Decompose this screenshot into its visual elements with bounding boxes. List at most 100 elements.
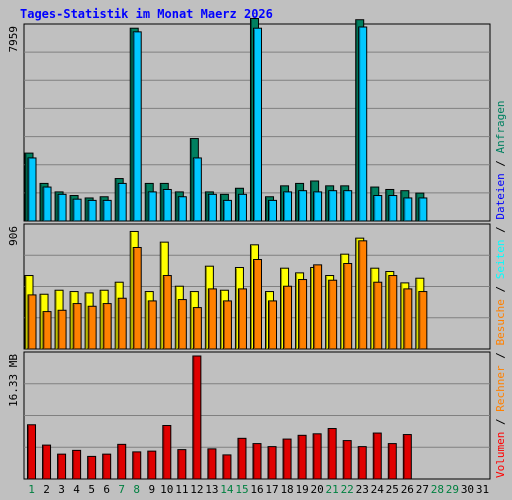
bar-dateien-day-25 bbox=[388, 195, 398, 222]
bar-dateien-day-5 bbox=[87, 199, 97, 222]
bar-dateien-day-11 bbox=[177, 196, 187, 222]
x-axis-day-labels: 1 2 3 4 5 6 7 8 9 10 11 12 13 14 15 16 17 18 19 20 21 22 23 24 2… bbox=[28, 483, 489, 496]
bar-volumen-day-5 bbox=[87, 455, 97, 480]
bar-besuche-day-25 bbox=[388, 275, 398, 350]
bar-besuche-day-23 bbox=[358, 240, 368, 350]
y-max-label: 16.33 MB bbox=[7, 354, 20, 407]
bar-volumen-day-2 bbox=[42, 444, 52, 480]
bar-besuche-day-20 bbox=[313, 264, 323, 350]
day-label-18: 18 bbox=[280, 483, 293, 496]
day-label-31: 31 bbox=[476, 483, 489, 496]
day-label-5: 5 bbox=[88, 483, 95, 496]
day-label-20: 20 bbox=[311, 483, 324, 496]
bar-volumen-day-23 bbox=[357, 446, 367, 480]
bar-volumen-day-13 bbox=[207, 448, 217, 480]
day-label-27: 27 bbox=[416, 483, 429, 496]
bar-dateien-day-2 bbox=[42, 186, 52, 222]
bar-volumen-day-22 bbox=[342, 440, 352, 480]
bar-besuche-day-10 bbox=[162, 275, 172, 350]
legend-item-dateien: Dateien bbox=[494, 173, 507, 219]
legend-separator: / bbox=[494, 279, 507, 299]
bar-volumen-day-17 bbox=[267, 446, 277, 480]
chart-panel-1: 7959 bbox=[7, 18, 491, 222]
day-label-12: 12 bbox=[190, 483, 203, 496]
day-label-8: 8 bbox=[133, 483, 140, 496]
chart-panels: 7959 906 16.33 MB bbox=[7, 18, 491, 480]
bar-besuche-day-15 bbox=[237, 288, 247, 350]
bar-besuche-day-12 bbox=[192, 307, 202, 350]
bar-dateien-day-18 bbox=[283, 191, 293, 222]
day-label-22: 22 bbox=[341, 483, 354, 496]
day-label-14: 14 bbox=[220, 483, 234, 496]
chart-panel-3: 16.33 MB bbox=[7, 351, 491, 480]
bar-volumen-day-14 bbox=[222, 454, 232, 480]
bar-volumen-day-10 bbox=[162, 425, 172, 480]
bar-dateien-day-21 bbox=[328, 190, 338, 222]
bar-volumen-day-18 bbox=[282, 438, 292, 480]
bar-besuche-day-22 bbox=[343, 263, 353, 350]
legend-item-besuche: Besuche bbox=[494, 299, 507, 345]
bar-dateien-day-14 bbox=[222, 199, 232, 222]
day-label-16: 16 bbox=[250, 483, 263, 496]
day-label-15: 15 bbox=[235, 483, 248, 496]
bar-dateien-day-15 bbox=[237, 193, 247, 222]
day-label-13: 13 bbox=[205, 483, 218, 496]
day-label-19: 19 bbox=[295, 483, 308, 496]
bar-dateien-day-1 bbox=[27, 157, 37, 222]
bar-besuche-day-3 bbox=[57, 309, 67, 350]
bar-dateien-day-13 bbox=[207, 193, 217, 222]
bar-volumen-day-6 bbox=[102, 453, 112, 480]
bar-dateien-day-4 bbox=[72, 198, 82, 222]
day-label-11: 11 bbox=[175, 483, 188, 496]
bar-volumen-day-26 bbox=[402, 434, 412, 480]
bar-volumen-day-1 bbox=[27, 424, 37, 480]
day-label-23: 23 bbox=[356, 483, 369, 496]
bar-volumen-day-15 bbox=[237, 437, 247, 480]
day-label-4: 4 bbox=[73, 483, 80, 496]
day-label-29: 29 bbox=[446, 483, 459, 496]
y-max-label: 7959 bbox=[7, 26, 20, 53]
bar-dateien-day-12 bbox=[192, 157, 202, 222]
bar-volumen-day-21 bbox=[327, 428, 337, 480]
bar-besuche-day-2 bbox=[42, 311, 52, 350]
bar-dateien-day-24 bbox=[373, 195, 383, 222]
day-label-9: 9 bbox=[148, 483, 155, 496]
bar-besuche-day-1 bbox=[27, 294, 37, 350]
day-label-17: 17 bbox=[265, 483, 278, 496]
legend-item-anfragen: Anfragen bbox=[494, 100, 507, 153]
legend-item-rechner: Rechner bbox=[494, 365, 507, 412]
bar-volumen-day-7 bbox=[117, 443, 127, 480]
bar-besuche-day-4 bbox=[72, 303, 82, 350]
day-label-2: 2 bbox=[43, 483, 50, 496]
day-label-28: 28 bbox=[431, 483, 444, 496]
chart-title: Tages-Statistik im Monat Maerz 2026 bbox=[20, 7, 273, 21]
bar-besuche-day-8 bbox=[132, 246, 142, 350]
bar-dateien-day-17 bbox=[268, 199, 278, 222]
bar-dateien-day-3 bbox=[57, 193, 67, 222]
day-label-1: 1 bbox=[28, 483, 35, 496]
legend: Volumen / Rechner / Besuche / Seiten / D… bbox=[494, 100, 507, 478]
day-label-26: 26 bbox=[401, 483, 414, 496]
bar-dateien-day-8 bbox=[132, 31, 142, 222]
day-label-10: 10 bbox=[160, 483, 173, 496]
bar-dateien-day-7 bbox=[117, 182, 127, 222]
bar-besuche-day-11 bbox=[177, 299, 187, 350]
y-max-label: 906 bbox=[7, 226, 20, 246]
bar-volumen-day-24 bbox=[372, 432, 382, 480]
bar-besuche-day-5 bbox=[87, 305, 97, 350]
bar-besuche-day-9 bbox=[147, 300, 157, 350]
bar-dateien-day-27 bbox=[418, 197, 428, 222]
bar-dateien-day-6 bbox=[102, 199, 112, 222]
bar-volumen-day-16 bbox=[252, 443, 262, 480]
day-label-6: 6 bbox=[103, 483, 110, 496]
bar-dateien-day-20 bbox=[313, 191, 323, 222]
bar-dateien-day-10 bbox=[162, 188, 172, 222]
bar-besuche-day-21 bbox=[328, 279, 338, 350]
bar-volumen-day-25 bbox=[387, 443, 397, 480]
bar-volumen-day-8 bbox=[132, 451, 142, 480]
bar-besuche-day-16 bbox=[252, 259, 262, 350]
day-label-3: 3 bbox=[58, 483, 65, 496]
legend-item-seiten: Seiten bbox=[494, 240, 507, 280]
bar-besuche-day-6 bbox=[102, 303, 112, 350]
